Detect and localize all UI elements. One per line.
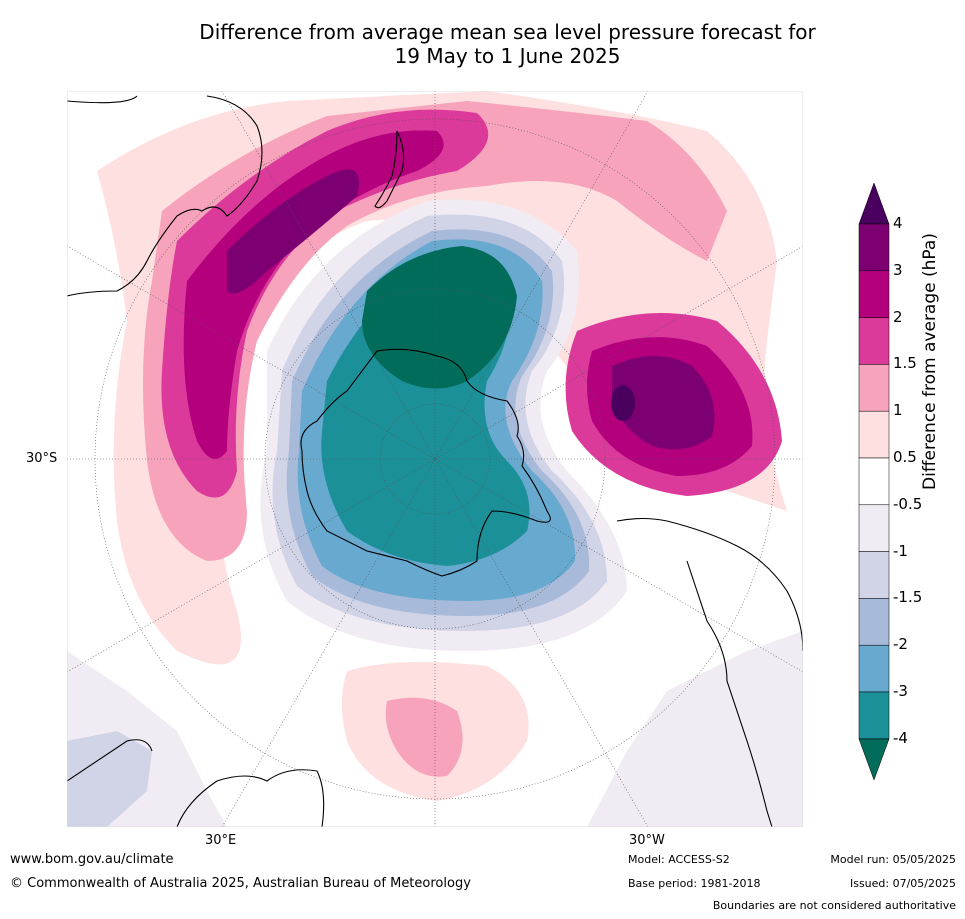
colorbar-tick-label: -4 [893, 728, 908, 747]
antarctica-coast [300, 348, 551, 577]
lat-label-30s: 30°S [26, 451, 58, 466]
model-name: Model: ACCESS-S2 [628, 853, 730, 866]
colorbar [858, 182, 890, 781]
colorbar-segment [858, 270, 890, 318]
colorbar-segment [858, 457, 890, 506]
model-run-date: Model run: 05/05/2025 [830, 853, 956, 866]
negative-anomaly-core [362, 246, 517, 389]
colorbar-segment [858, 317, 890, 365]
colorbar-segment [858, 410, 890, 459]
copyright-text: © Commonwealth of Australia 2025, Austra… [10, 876, 471, 891]
south-america-coast [616, 517, 803, 827]
map-title: Difference from average mean sea level p… [100, 20, 915, 68]
colorbar-segment [858, 551, 890, 599]
colorbar-segment [858, 504, 890, 552]
colorbar-tick-label: 1 [893, 401, 903, 420]
colorbar-min-arrow [858, 738, 890, 781]
australia-coast [67, 95, 263, 297]
colorbar-tick-label: -3 [893, 682, 908, 700]
anomaly-region-lower-right [587, 631, 803, 827]
colorbar-tick-label: 0.5 [893, 448, 917, 466]
colorbar-label: Difference from average (hPa) [920, 233, 940, 490]
colorbar-segment [858, 691, 890, 740]
colorbar-tick-label: 2 [893, 307, 903, 326]
pressure-anomaly-map [67, 91, 803, 827]
disclaimer-text: Boundaries are not considered authoritat… [712, 899, 956, 912]
colorbar-tick-label: -1 [893, 541, 908, 560]
colorbar-segment [858, 364, 890, 412]
base-period: Base period: 1981-2018 [628, 877, 761, 890]
africa-coast [67, 739, 325, 827]
title-line-1: Difference from average mean sea level p… [199, 20, 816, 44]
lon-label-30e: 30°E [205, 833, 237, 848]
colorbar-segment [858, 598, 890, 646]
website-link[interactable]: www.bom.gov.au/climate [10, 852, 174, 867]
colorbar-tick-label: 3 [893, 260, 903, 279]
colorbar-max-arrow [858, 182, 890, 225]
colorbar-tick-label: -2 [893, 635, 908, 654]
colorbar-tick-label: -0.5 [893, 494, 923, 513]
title-line-2: 19 May to 1 June 2025 [394, 44, 621, 68]
lon-label-30w: 30°W [629, 833, 665, 848]
colorbar-tick-label: -1.5 [893, 588, 923, 607]
colorbar-segment [858, 223, 890, 272]
colorbar-segment [858, 644, 890, 693]
coastlines [67, 95, 803, 827]
colorbar-tick-label: 1.5 [893, 354, 917, 373]
colorbar-tick-label: 4 [893, 214, 903, 232]
graticule [67, 91, 803, 827]
issued-date: Issued: 07/05/2025 [849, 877, 956, 890]
new-zealand-coast [374, 130, 405, 209]
